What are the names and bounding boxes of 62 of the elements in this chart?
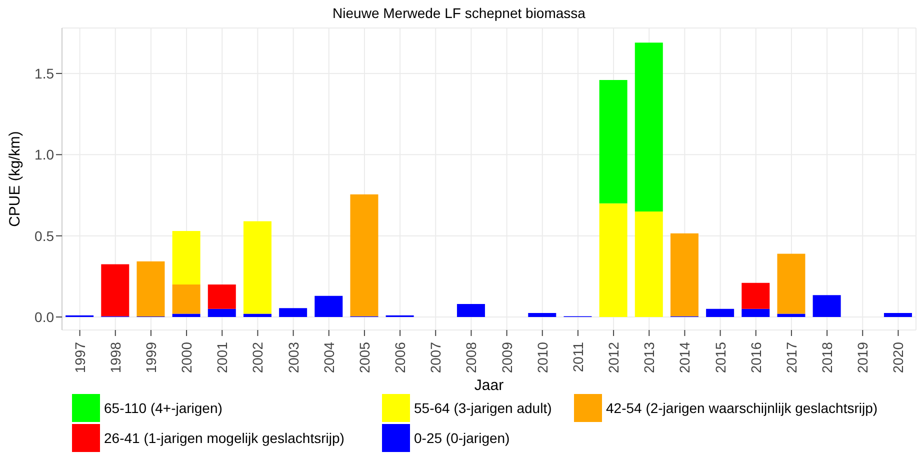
bar [670,233,698,316]
bar [634,42,663,212]
legend-label: 26-41 (1-jarigen mogelijk geslachtsrijp) [104,430,344,446]
bar [279,308,308,318]
x-tick-label: 2015 [712,342,728,374]
x-tick-label: 2019 [854,342,871,374]
x-tick-label: 2006 [392,342,408,374]
x-axis-title: Jaar [474,377,504,394]
x-tick-label: 2005 [356,342,372,374]
bar [884,312,912,318]
bar [172,284,200,314]
bar [136,261,165,317]
x-tick-label: 2000 [178,342,195,374]
bar [777,254,806,314]
bar [350,194,378,316]
legend-label: 65-110 (4+-jarigen) [104,400,222,416]
bar [777,314,806,318]
x-tick-label: 2002 [250,342,266,374]
x-tick-label: 2001 [214,342,230,374]
y-axis-title: CPUE (kg/km) [6,131,24,227]
x-tick-label: 2018 [819,342,836,374]
x-tick-label: 1999 [142,342,159,374]
bar [599,203,628,318]
legend-label: 55-64 (3-jarigen adult) [414,400,552,416]
x-tick-label: 2007 [428,342,444,374]
x-tick-label: 1997 [72,342,88,374]
bar [456,304,485,318]
bar [599,80,628,204]
bar [742,282,770,309]
x-tick-label: 2014 [676,342,693,374]
bar [812,295,841,318]
bar [101,264,130,316]
y-tick-label: 0.0 [34,308,54,325]
bar [172,230,200,285]
bar [208,308,236,318]
bar [742,308,770,318]
x-tick-label: 2010 [534,342,550,374]
bar [314,296,343,318]
x-tick-label: 2016 [748,342,764,374]
chart-title: Nieuwe Merwede LF schepnet biomassa [332,4,586,23]
y-tick-label: 1.5 [34,65,54,82]
x-tick-label: 2011 [570,342,586,372]
bar [208,284,236,309]
bar [528,312,556,318]
x-tick-label: 2008 [463,342,480,374]
bar [172,314,200,318]
bar [706,308,734,318]
x-tick-label: 2020 [890,342,906,374]
x-tick-label: 2009 [498,342,515,374]
x-tick-label: 1998 [107,342,124,374]
x-tick-label: 2017 [783,342,800,374]
legend-label: 42-54 (2-jarigen waarschijnlijk geslachtsrijp) [606,400,878,416]
y-tick-label: 1.0 [34,146,54,163]
bar [243,221,272,314]
bar [634,211,663,318]
x-tick-label: 2012 [606,342,622,374]
x-tick-label: 2004 [320,342,337,374]
bar [243,314,272,318]
y-tick-label: 0.5 [34,228,54,244]
x-tick-label: 2003 [285,342,302,374]
x-tick-label: 2013 [641,342,658,374]
legend-label: 0-25 (0-jarigen) [414,430,510,446]
